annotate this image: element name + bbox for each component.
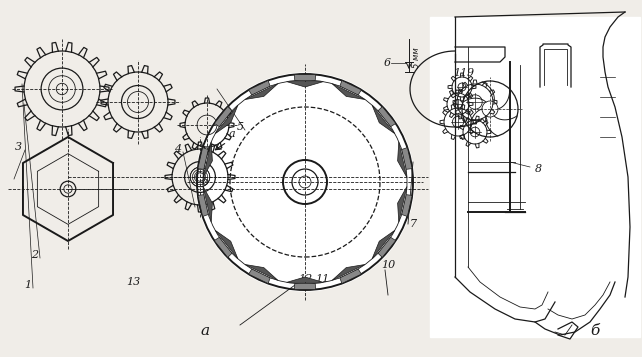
Text: b: b xyxy=(202,177,209,187)
Polygon shape xyxy=(372,230,395,259)
Text: 7: 7 xyxy=(410,219,417,229)
Text: 11: 11 xyxy=(453,68,467,78)
Polygon shape xyxy=(372,105,395,134)
Text: 5 мм: 5 мм xyxy=(412,47,421,68)
Polygon shape xyxy=(245,84,278,100)
Polygon shape xyxy=(294,283,316,290)
Text: 13: 13 xyxy=(126,277,140,287)
Text: 11: 11 xyxy=(315,274,329,284)
Polygon shape xyxy=(378,237,395,257)
Polygon shape xyxy=(203,142,213,177)
Polygon shape xyxy=(198,195,208,216)
Polygon shape xyxy=(248,80,270,95)
Polygon shape xyxy=(402,147,412,169)
Polygon shape xyxy=(287,277,324,282)
Polygon shape xyxy=(203,186,213,222)
Text: 6: 6 xyxy=(384,58,391,68)
Polygon shape xyxy=(198,147,208,169)
Text: 9: 9 xyxy=(467,68,474,78)
Polygon shape xyxy=(294,75,316,81)
Text: 12: 12 xyxy=(298,274,312,284)
Text: 10: 10 xyxy=(381,260,395,270)
Polygon shape xyxy=(332,265,365,280)
Polygon shape xyxy=(332,84,365,100)
Polygon shape xyxy=(245,265,278,280)
Polygon shape xyxy=(397,186,407,222)
Polygon shape xyxy=(378,107,395,127)
Polygon shape xyxy=(397,142,407,177)
Polygon shape xyxy=(214,107,232,127)
FancyBboxPatch shape xyxy=(430,17,640,337)
Text: 8: 8 xyxy=(535,164,542,174)
Text: a: a xyxy=(229,129,236,139)
Polygon shape xyxy=(215,105,238,134)
Polygon shape xyxy=(340,269,361,283)
Text: 3: 3 xyxy=(14,142,22,152)
Text: 2: 2 xyxy=(31,250,39,260)
Text: 1: 1 xyxy=(24,280,31,290)
Circle shape xyxy=(196,73,414,291)
Polygon shape xyxy=(340,80,361,95)
Polygon shape xyxy=(402,195,412,216)
Text: а: а xyxy=(200,324,209,338)
Text: 4: 4 xyxy=(175,144,182,154)
Polygon shape xyxy=(248,269,270,283)
Text: 5: 5 xyxy=(236,122,243,132)
Text: б: б xyxy=(591,324,600,338)
Polygon shape xyxy=(214,237,232,257)
Polygon shape xyxy=(215,230,238,259)
Polygon shape xyxy=(287,82,324,87)
